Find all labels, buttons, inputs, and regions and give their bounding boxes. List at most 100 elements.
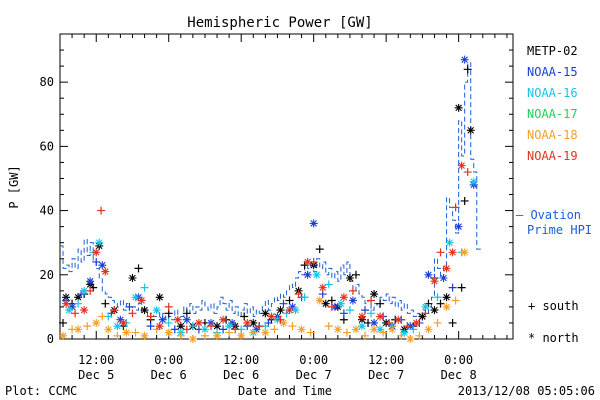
- ovation-hpi-line: [60, 62, 481, 321]
- marker-north: [122, 328, 131, 337]
- marker-north: [348, 296, 357, 305]
- y-tick-label: 80: [40, 75, 54, 89]
- marker-south: [457, 283, 466, 292]
- marker-north: [370, 325, 379, 334]
- marker-north: [188, 335, 197, 343]
- marker-south: [451, 296, 460, 305]
- marker-north: [430, 277, 439, 286]
- marker-south: [460, 196, 469, 205]
- y-tick-label: 20: [40, 268, 54, 282]
- x-tick-date-label: Dec 7: [368, 368, 404, 382]
- marker-south: [451, 203, 460, 212]
- marker-north: [370, 318, 379, 327]
- marker-north: [336, 299, 345, 308]
- chart-title: Hemispheric Power [GW]: [187, 15, 372, 31]
- marker-south: [249, 328, 258, 337]
- marker-south: [74, 299, 83, 308]
- marker-north: [394, 315, 403, 324]
- marker-north: [321, 299, 330, 308]
- x-tick-label: 0:00: [444, 353, 473, 367]
- y-axis-label: P [GW]: [7, 165, 21, 208]
- marker-north: [430, 306, 439, 315]
- marker-north: [345, 274, 354, 282]
- marker-north: [86, 277, 95, 286]
- marker-north: [116, 315, 125, 324]
- marker-south: [140, 283, 149, 292]
- marker-north: [182, 315, 191, 324]
- marker-north: [261, 328, 270, 337]
- legend-entry: NOAA-15: [527, 65, 578, 79]
- marker-north: [454, 222, 463, 231]
- marker-south: [240, 312, 249, 321]
- x-tick-date-label: Dec 6: [151, 368, 187, 382]
- marker-south: [98, 312, 107, 321]
- marker-south: [92, 257, 101, 266]
- plot-area: [59, 33, 514, 340]
- marker-north: [285, 306, 294, 315]
- legend-entry: NOAA-19: [527, 149, 578, 163]
- marker-south: [351, 270, 360, 279]
- marker-south: [361, 331, 370, 340]
- marker-south: [436, 299, 445, 308]
- marker-south: [315, 245, 324, 254]
- x-tick-label: 12:00: [78, 353, 114, 367]
- marker-south: [182, 325, 191, 334]
- marker-north: [412, 318, 421, 327]
- x-axis-label: Date and Time: [238, 384, 332, 398]
- marker-north: [315, 296, 324, 305]
- marker-north: [74, 325, 83, 334]
- marker-south: [125, 302, 134, 311]
- marker-south: [306, 328, 315, 337]
- legend-entry: METP-02: [527, 44, 578, 58]
- marker-north: [358, 322, 366, 331]
- marker-north: [65, 306, 74, 315]
- marker-south: [421, 309, 430, 318]
- marker-south: [146, 312, 155, 321]
- marker-south: [409, 325, 418, 334]
- marker-south: [385, 318, 394, 327]
- marker-north: [164, 328, 173, 337]
- marker-north: [267, 312, 276, 321]
- marker-north: [155, 293, 164, 302]
- marker-south: [345, 306, 354, 315]
- marker-north: [104, 325, 113, 334]
- marker-south: [339, 309, 348, 318]
- marker-north: [318, 283, 327, 292]
- marker-south: [433, 318, 442, 327]
- marker-north: [140, 331, 149, 340]
- marker-north: [173, 315, 182, 324]
- marker-north: [370, 290, 379, 299]
- marker-south: [110, 306, 119, 315]
- marker-north: [176, 322, 185, 331]
- marker-north: [400, 328, 409, 337]
- marker-south: [83, 322, 92, 331]
- marker-north: [200, 325, 209, 334]
- x-tick-label: 0:00: [299, 353, 328, 367]
- marker-north: [155, 322, 164, 331]
- x-tick-date-label: Dec 8: [441, 368, 477, 382]
- marker-south: [164, 318, 173, 327]
- marker-north: [421, 302, 430, 311]
- marker-north: [119, 318, 128, 327]
- marker-south: [463, 168, 472, 177]
- data-markers: [59, 55, 478, 343]
- marker-south: [176, 331, 185, 340]
- marker-north: [80, 306, 89, 315]
- marker-north: [131, 293, 140, 302]
- marker-north: [68, 302, 77, 311]
- marker-north: [376, 325, 385, 334]
- marker-south: [86, 286, 95, 295]
- marker-north: [98, 261, 107, 270]
- marker-north: [252, 325, 261, 334]
- marker-north: [439, 274, 448, 282]
- marker-south: [131, 328, 140, 337]
- marker-south: [170, 325, 179, 334]
- x-tick-date-label: Dec 5: [78, 368, 114, 382]
- marker-south: [146, 322, 155, 331]
- legend-entry: NOAA-18: [527, 128, 578, 142]
- marker-north: [388, 325, 397, 334]
- marker-north: [442, 293, 451, 302]
- marker-north: [376, 312, 385, 321]
